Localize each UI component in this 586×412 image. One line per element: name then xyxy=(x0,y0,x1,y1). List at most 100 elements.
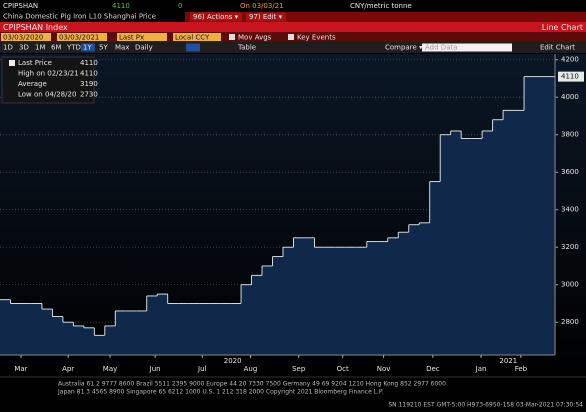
view-name: Line Chart xyxy=(542,23,583,32)
range-selected[interactable] xyxy=(81,43,95,52)
area-segment xyxy=(524,76,535,355)
y-tick-label: 3200 xyxy=(561,243,579,251)
area-segment xyxy=(471,138,483,355)
area-segment xyxy=(450,130,462,355)
legend-label: Last Price xyxy=(18,59,52,67)
x-tick-label: Jul xyxy=(197,365,207,373)
legend-value: 4110 xyxy=(80,70,98,78)
legend-label: Low on 04/28/20 xyxy=(18,91,76,99)
units: CNY/metric tonne xyxy=(350,2,412,10)
legend-swatch xyxy=(9,60,15,66)
add-data[interactable]: Add Data xyxy=(425,44,458,52)
range-button[interactable]: 1Y xyxy=(83,44,92,52)
last-price-label: 4110 xyxy=(561,73,579,81)
add-data-box[interactable] xyxy=(422,43,512,52)
currency[interactable]: Local CCY xyxy=(175,34,210,42)
mov-avgs[interactable]: Mov Avgs xyxy=(238,34,272,42)
area-segment xyxy=(220,303,231,355)
area-segment xyxy=(146,295,158,355)
area-segment xyxy=(482,130,493,355)
x-tick-label: Aug xyxy=(244,365,258,373)
range-button[interactable]: Max xyxy=(115,44,129,52)
area-segment xyxy=(41,309,53,355)
area-segment xyxy=(167,303,179,355)
ticker: CPIPSHAN xyxy=(3,2,38,10)
y-tick-label: 3600 xyxy=(561,168,579,176)
area-segment xyxy=(513,110,525,355)
area-segment xyxy=(314,247,326,355)
year-label: 2021 xyxy=(499,357,517,365)
area-segment xyxy=(125,310,137,355)
start-date-box[interactable] xyxy=(1,33,51,41)
title-bar xyxy=(0,22,586,32)
range-button[interactable]: 1M xyxy=(35,44,46,52)
area-segment xyxy=(335,247,347,355)
edit-chart[interactable]: Edit Chart xyxy=(540,44,575,52)
as-of: On 03/03/21 xyxy=(240,2,284,10)
end-date-box[interactable] xyxy=(57,33,107,41)
x-tick-label: Sep xyxy=(292,365,306,373)
legend-label: Average xyxy=(18,80,47,88)
area-segment xyxy=(209,303,221,355)
area-segment xyxy=(73,325,85,355)
compare-button[interactable]: Compare ▾ xyxy=(385,44,423,52)
actions-label[interactable]: 96) Actions ▾ xyxy=(193,13,239,21)
x-tick-label: Apr xyxy=(62,365,74,373)
edit-button[interactable] xyxy=(246,12,286,22)
area-segment xyxy=(408,224,420,355)
area-segment xyxy=(115,310,127,355)
y-tick-label: 4200 xyxy=(561,56,579,64)
legend-value: 4110 xyxy=(80,59,98,67)
area-segment xyxy=(272,256,284,355)
area-segment xyxy=(461,138,472,355)
range-button[interactable]: 6M xyxy=(51,44,62,52)
x-tick-label: Oct xyxy=(337,365,349,373)
area-segment xyxy=(387,237,399,355)
change: 0 xyxy=(178,2,182,10)
area-segment xyxy=(251,275,263,355)
range-button[interactable]: 1D xyxy=(3,44,13,52)
year-label: 2020 xyxy=(224,357,242,365)
key-events[interactable]: Key Events xyxy=(297,34,336,42)
frequency[interactable]: Daily xyxy=(135,44,153,52)
start-date[interactable]: 03/03/2020 xyxy=(3,34,43,42)
x-tick-label: Feb xyxy=(515,365,528,373)
security: CPIPSHAN Index xyxy=(3,23,68,32)
checkbox[interactable] xyxy=(229,34,235,40)
legend-value: 2730 xyxy=(80,91,98,99)
chart-type-button[interactable] xyxy=(186,43,200,52)
range-button[interactable]: 5Y xyxy=(99,44,108,52)
footer-line: SN 119210 EST GMT-5:00 H973-6950-158 03-… xyxy=(388,402,583,409)
x-tick-label: Mar xyxy=(14,365,27,373)
area-segment xyxy=(492,119,504,355)
area-segment xyxy=(62,322,74,355)
field-box[interactable] xyxy=(117,33,167,41)
x-tick-label: Nov xyxy=(377,365,391,373)
area-segment xyxy=(440,134,451,355)
area-segment xyxy=(377,241,389,355)
actions-button[interactable] xyxy=(190,12,242,22)
table-button[interactable]: Table xyxy=(237,44,256,52)
area-segment xyxy=(31,303,43,355)
area-segment xyxy=(20,303,32,355)
area-segment xyxy=(230,303,242,355)
checkbox[interactable] xyxy=(288,34,294,40)
range-button[interactable]: YTD xyxy=(66,44,81,52)
area-segment xyxy=(10,303,22,355)
area-segment xyxy=(104,325,116,355)
range-bar xyxy=(0,42,586,53)
area-segment xyxy=(366,241,378,355)
area-segment xyxy=(324,247,336,355)
last-price: 4110 xyxy=(112,2,130,10)
action-bar xyxy=(185,12,586,22)
area-segment xyxy=(293,237,305,355)
field[interactable]: Last Px xyxy=(119,34,144,42)
y-tick-label: 2800 xyxy=(561,318,579,326)
legend-label: High on 02/23/21 xyxy=(18,70,79,78)
range-button[interactable]: 3D xyxy=(19,44,29,52)
area-segment xyxy=(52,316,64,355)
end-date[interactable]: 03/03/2021 xyxy=(59,34,99,42)
edit-label[interactable]: 97) Edit ▾ xyxy=(249,13,283,21)
currency-box[interactable] xyxy=(173,33,221,41)
